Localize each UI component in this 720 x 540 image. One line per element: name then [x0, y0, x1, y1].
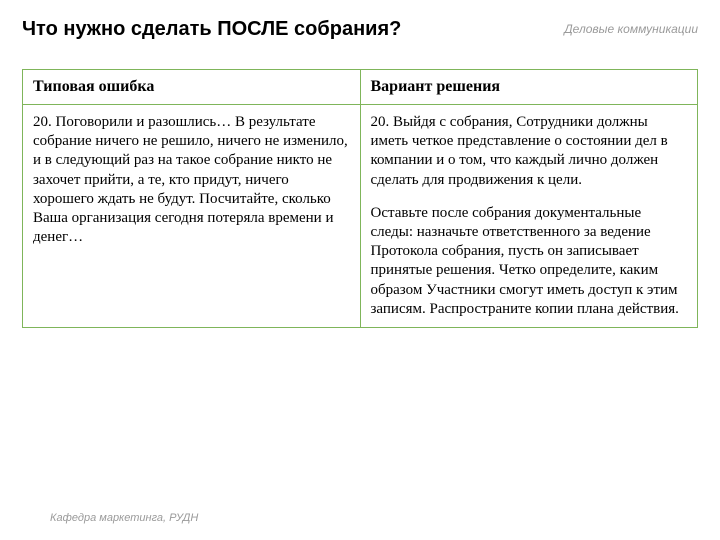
table-header-row: Типовая ошибка Вариант решения: [23, 70, 698, 105]
cell-solution: 20. Выйдя с собрания, Сотрудники должны …: [360, 105, 698, 328]
page-footer: Кафедра маркетинга, РУДН: [50, 512, 198, 524]
header-row: Что нужно сделать ПОСЛЕ собрания? Деловы…: [22, 18, 698, 41]
col-header-mistake: Типовая ошибка: [23, 70, 361, 105]
solution-para-1: 20. Выйдя с собрания, Сотрудники должны …: [371, 113, 688, 190]
col-header-solution: Вариант решения: [360, 70, 698, 105]
comparison-table: Типовая ошибка Вариант решения 20. Погов…: [22, 69, 698, 328]
page-subtitle: Деловые коммуникации: [564, 22, 698, 36]
table-row: 20. Поговорили и разошлись… В результате…: [23, 105, 698, 328]
solution-para-2: Оставьте после собрания документальные с…: [371, 204, 688, 319]
page-title: Что нужно сделать ПОСЛЕ собрания?: [22, 18, 401, 41]
cell-mistake: 20. Поговорили и разошлись… В результате…: [23, 105, 361, 328]
